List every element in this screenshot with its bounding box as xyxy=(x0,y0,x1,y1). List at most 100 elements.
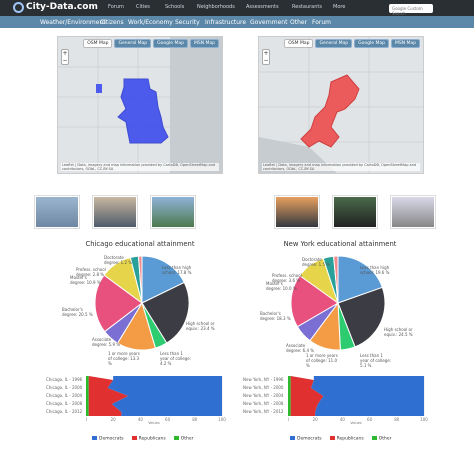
axis-tick: 40 xyxy=(340,417,346,422)
city-photo[interactable] xyxy=(92,195,138,229)
chicago-edu-title: Chicago educational attainment xyxy=(85,240,195,248)
axis-tick: 20 xyxy=(313,417,319,422)
zoom-control[interactable]: + − xyxy=(61,49,69,65)
tab-google-map-ny[interactable]: Google Map xyxy=(354,39,389,48)
election-year-label: Chicago, IL - 2000 xyxy=(46,385,83,390)
search-input[interactable]: Google Custom Search xyxy=(389,4,433,16)
legend-other[interactable]: Other xyxy=(371,436,392,442)
pie-label: High school or equiv.: 23.4 % xyxy=(186,321,215,331)
chicago-map[interactable]: OSM Map General Map Google Map MSN Map +… xyxy=(57,36,223,174)
axis-tick: 80 xyxy=(394,417,400,422)
legend-other[interactable]: Other xyxy=(173,436,194,442)
city-photo[interactable] xyxy=(390,195,436,229)
chicago-map-image xyxy=(58,37,222,173)
map-attribution: Leaflet | Data, imagery and map informat… xyxy=(61,163,219,171)
nav-work[interactable]: Work/Economy xyxy=(128,19,173,26)
pie-label: 1 or more years of college: 11.0 % xyxy=(306,353,338,368)
city-photo[interactable] xyxy=(34,195,80,229)
tab-osm-map[interactable]: OSM Map xyxy=(83,39,113,48)
nav-infrastructure[interactable]: Infrastructure xyxy=(205,19,247,26)
legend-democrats[interactable]: Democrats xyxy=(92,436,124,442)
logo-text: City-Data.com xyxy=(26,2,98,12)
chicago-pie-chart xyxy=(94,255,190,351)
pie-label: Master's degree: 10.9 % xyxy=(70,275,101,285)
pie-slice[interactable] xyxy=(137,255,143,304)
pie-label: Less than 1 year of college: 5.1 % xyxy=(360,353,391,368)
zoom-control-ny[interactable]: + − xyxy=(262,49,270,65)
pie-slice[interactable] xyxy=(333,255,339,304)
area-republicans[interactable] xyxy=(290,376,324,416)
map-attribution-ny: Leaflet | Data, imagery and map informat… xyxy=(262,163,420,171)
nav-citizens[interactable]: Citizens xyxy=(100,19,124,26)
axis-tick: 40 xyxy=(138,417,144,422)
tab-msn-map[interactable]: MSN Map xyxy=(189,39,219,48)
axis-tick: 100 xyxy=(420,417,428,422)
map-tabs: OSM Map General Map Google Map MSN Map xyxy=(83,39,219,48)
axis-tick: 100 xyxy=(218,417,226,422)
pie-slice[interactable] xyxy=(141,255,185,304)
nav-other[interactable]: Other xyxy=(290,19,308,26)
nav-forum[interactable]: Forum xyxy=(312,19,332,26)
legend-democrats[interactable]: Democrats xyxy=(290,436,322,442)
topnav-cities[interactable]: Cities xyxy=(136,4,150,10)
legend-republicans[interactable]: Republicans xyxy=(329,436,364,442)
tab-msn-map-ny[interactable]: MSN Map xyxy=(390,39,420,48)
topnav-neighborhoods[interactable]: Neighborhoods xyxy=(197,4,235,10)
axis-tick: 60 xyxy=(165,417,171,422)
area-republicans[interactable] xyxy=(88,376,129,416)
election-year-label: Chicago, IL - 2008 xyxy=(46,401,83,406)
election-year-label: New York, NY - 2012 xyxy=(243,409,284,414)
section-nav xyxy=(0,16,474,28)
newyork-map-image xyxy=(259,37,423,173)
pie-label: Less than 1 year of college: 4.2 % xyxy=(160,351,191,366)
nav-weather[interactable]: Weather/Environment xyxy=(40,19,106,26)
pie-label: High school or equiv.: 24.5 % xyxy=(384,327,413,337)
pie-slice[interactable] xyxy=(141,281,190,344)
pie-slice[interactable] xyxy=(94,274,143,333)
city-photo[interactable] xyxy=(150,195,196,229)
election-year-label: New York, NY - 2000 xyxy=(243,385,284,390)
topnav-more[interactable]: More xyxy=(333,4,346,10)
newyork-edu-title: New York educational attainment xyxy=(283,240,397,248)
newyork-map[interactable]: OSM Map General Map Google Map MSN Map +… xyxy=(258,36,424,174)
tab-google-map[interactable]: Google Map xyxy=(153,39,188,48)
election-year-label: Chicago, IL - 2012 xyxy=(46,409,83,414)
tab-general-map-ny[interactable]: General Map xyxy=(315,39,353,48)
pie-label: Bachelor's degree: 18.3 % xyxy=(260,311,291,321)
election-year-label: New York, NY - 2004 xyxy=(243,393,284,398)
pie-label: Doctorate degree: 1.5 % xyxy=(302,257,331,267)
site-logo[interactable]: City-Data.com xyxy=(13,2,98,13)
area-other[interactable] xyxy=(86,376,89,416)
axis-title: Values xyxy=(148,421,160,424)
pie-slice[interactable] xyxy=(290,274,339,328)
chicago-legend: Democrats Republicans Other xyxy=(92,436,194,442)
axis-tick: 20 xyxy=(111,417,117,422)
pie-label: Less than high school: 19.6 % xyxy=(360,265,390,275)
area-democrats[interactable] xyxy=(107,376,222,416)
topnav-restaurants[interactable]: Restaurants xyxy=(292,4,322,10)
election-year-label: New York, NY - 2008 xyxy=(243,401,284,406)
legend-republicans[interactable]: Republicans xyxy=(131,436,166,442)
newyork-election-chart: 0 20 40 60 80 100 Values xyxy=(288,376,428,424)
pie-label: Less than high school: 17.8 % xyxy=(162,265,192,275)
pie-label: 1 or more years of college: 13.3 % xyxy=(108,351,140,366)
pie-label: Profess. school degree: 3.6 % xyxy=(272,273,302,283)
city-photo[interactable] xyxy=(274,195,320,229)
nav-government[interactable]: Government xyxy=(250,19,288,26)
election-year-label: Chicago, IL - 2004 xyxy=(46,393,83,398)
nav-security[interactable]: Security xyxy=(175,19,200,26)
topnav-assessments[interactable]: Assessments xyxy=(246,4,279,10)
tab-general-map[interactable]: General Map xyxy=(114,39,152,48)
topnav-forum[interactable]: Forum xyxy=(108,4,124,10)
area-democrats[interactable] xyxy=(311,376,424,416)
topnav-schools[interactable]: Schools xyxy=(165,4,185,10)
area-other[interactable] xyxy=(288,376,291,416)
axis-title: Values xyxy=(350,421,362,424)
logo-icon xyxy=(13,2,24,13)
newyork-pie-chart xyxy=(290,255,386,351)
pie-label: Profess. school degree: 2.8 % xyxy=(76,267,106,277)
tab-osm-map-ny[interactable]: OSM Map xyxy=(284,39,314,48)
city-photo[interactable] xyxy=(332,195,378,229)
axis-tick: 0 xyxy=(288,417,290,422)
chicago-election-chart: 0 20 40 60 80 100 Values xyxy=(86,376,226,424)
